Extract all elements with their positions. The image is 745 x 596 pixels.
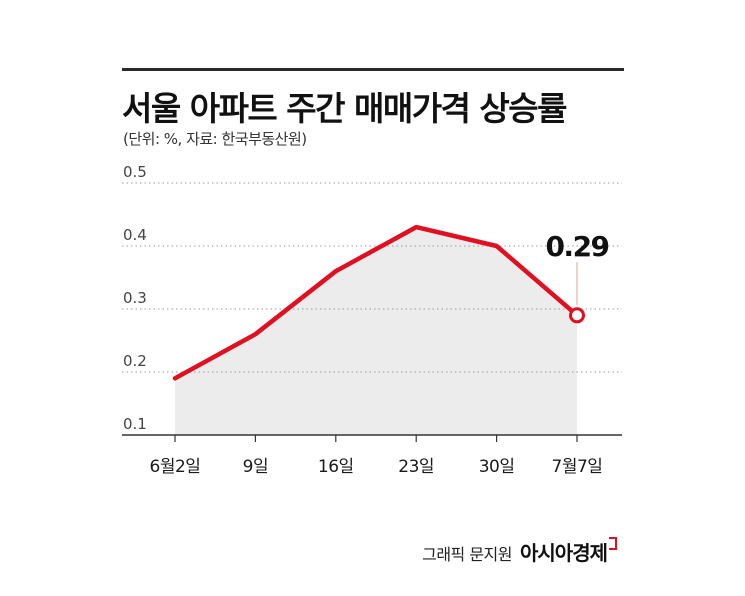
x-tick-label: 30일 bbox=[479, 457, 515, 477]
y-tick-label: 0.1 bbox=[123, 415, 147, 433]
y-tick-label: 0.3 bbox=[123, 289, 147, 307]
y-tick-label: 0.4 bbox=[123, 226, 147, 244]
y-tick-label: 0.5 bbox=[123, 163, 147, 181]
x-tick-label: 16일 bbox=[318, 457, 354, 477]
credit-line: 그래픽 문지원 아시아경제 bbox=[422, 537, 617, 566]
y-tick-label: 0.2 bbox=[123, 352, 147, 370]
brand-mark-icon bbox=[609, 537, 617, 550]
series-line bbox=[172, 224, 580, 381]
highlight-value-label: 0.29 bbox=[545, 230, 608, 263]
chart-subtitle: (단위: %, 자료: 한국부동산원) bbox=[123, 130, 307, 148]
area-fill bbox=[175, 227, 577, 435]
x-tick-label: 7월7일 bbox=[552, 457, 603, 477]
x-tick-label: 23일 bbox=[398, 457, 434, 477]
x-tick-label: 9일 bbox=[243, 457, 268, 477]
graphic-credit: 그래픽 문지원 bbox=[422, 545, 512, 564]
chart-title: 서울 아파트 주간 매매가격 상승률 bbox=[122, 89, 568, 128]
brand-logo: 아시아경제 bbox=[520, 541, 608, 565]
highlight-point bbox=[569, 307, 585, 324]
title-rule bbox=[122, 68, 624, 71]
x-tick-label: 6월2일 bbox=[150, 457, 201, 477]
